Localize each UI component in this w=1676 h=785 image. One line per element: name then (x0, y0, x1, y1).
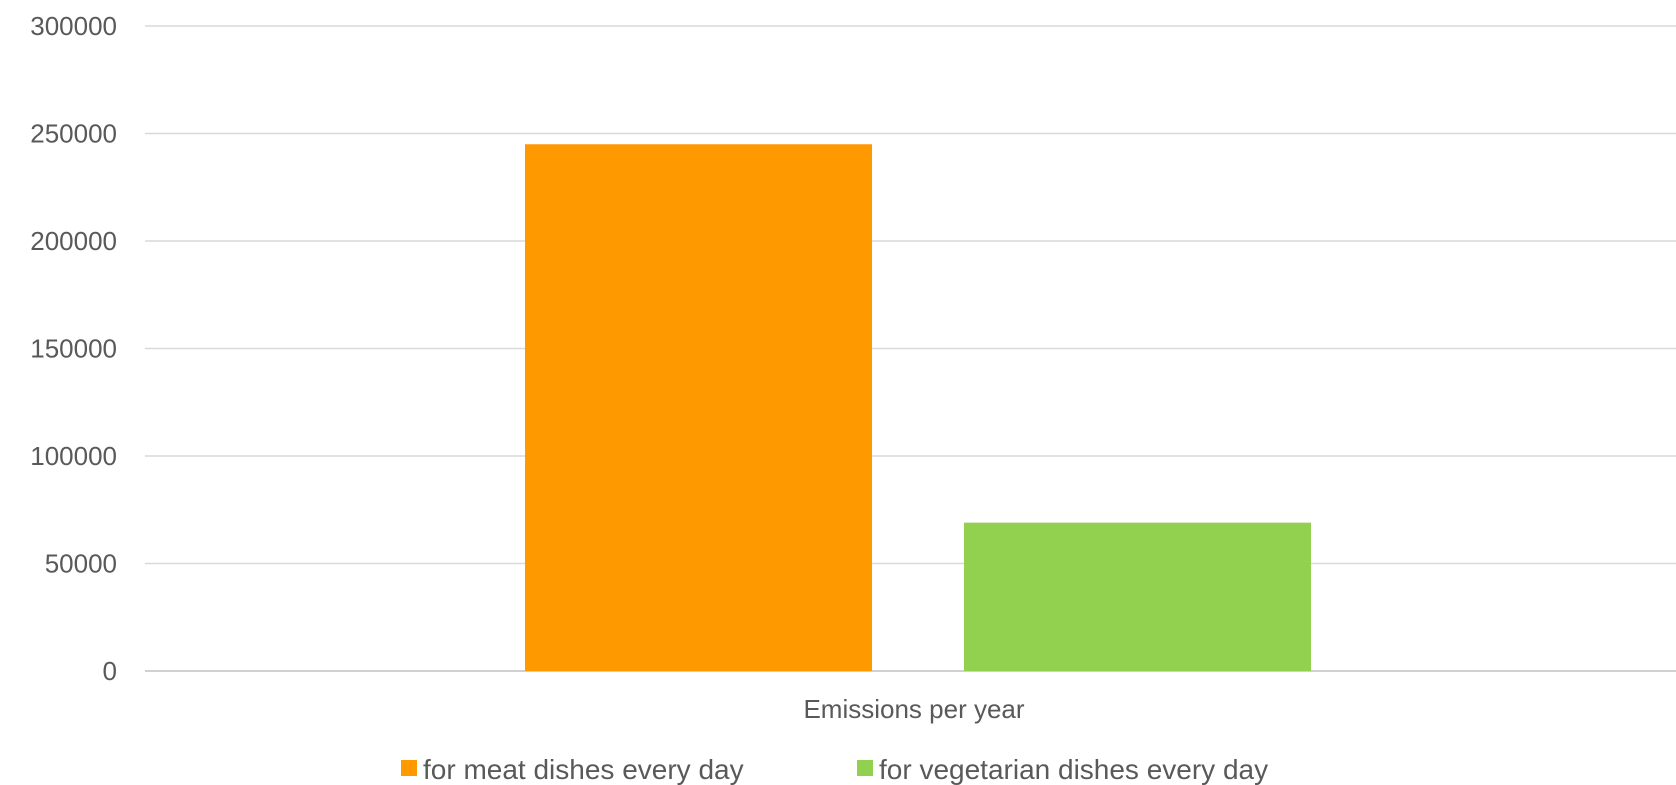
legend-swatch-vegetarian (857, 760, 873, 776)
y-tick-label: 0 (103, 656, 117, 686)
bar-vegetarian (964, 522, 1311, 671)
y-tick-label: 50000 (45, 549, 117, 579)
y-tick-label: 250000 (30, 119, 117, 149)
bars (525, 144, 1311, 671)
y-tick-label: 150000 (30, 334, 117, 364)
bar-meat (525, 144, 872, 671)
legend-label-vegetarian: for vegetarian dishes every day (879, 754, 1268, 785)
legend: for meat dishes every day for vegetarian… (401, 754, 1268, 785)
gridlines (145, 25, 1676, 672)
legend-swatch-meat (401, 760, 417, 776)
y-tick-label: 200000 (30, 226, 117, 256)
y-axis-tick-labels: 0 50000 100000 150000 200000 250000 300000 (30, 11, 117, 686)
legend-label-meat: for meat dishes every day (423, 754, 744, 785)
y-tick-label: 100000 (30, 441, 117, 471)
y-tick-label: 300000 (30, 11, 117, 41)
x-category-label: Emissions per year (803, 694, 1024, 724)
